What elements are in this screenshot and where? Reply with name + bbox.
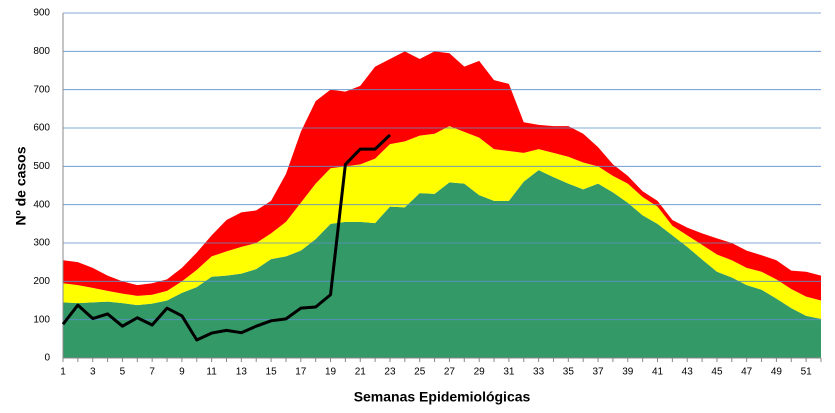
line	[61, 133, 392, 342]
x-tick-label: 15	[266, 367, 278, 378]
x-tick-label: 31	[503, 367, 515, 378]
x-tick-label: 51	[801, 367, 813, 378]
area	[63, 51, 821, 301]
area	[63, 126, 821, 319]
x-tick-label: 45	[711, 367, 723, 378]
y-axis-title: Nº de casos	[13, 146, 29, 225]
x-tick-label: 49	[771, 367, 783, 378]
x-tick-label: 9	[179, 367, 185, 378]
x-tick-label: 1	[60, 367, 66, 378]
x-tick-label: 37	[592, 367, 604, 378]
x-tick-label: 5	[120, 367, 126, 378]
y-tick-label: 200	[33, 276, 50, 287]
x-tick-label: 43	[682, 367, 694, 378]
x-tick-label: 47	[741, 367, 753, 378]
y-tick-label: 900	[33, 8, 50, 19]
y-tick-label: 100	[33, 314, 50, 325]
y-tick-label: 500	[33, 161, 50, 172]
x-tick-label: 33	[533, 367, 545, 378]
y-tick-label: 0	[44, 353, 50, 364]
x-tick-label: 19	[325, 367, 337, 378]
x-tick-label: 27	[444, 367, 456, 378]
x-tick-label: 39	[622, 367, 634, 378]
x-tick-label: 7	[149, 367, 155, 378]
x-tick-label: 23	[384, 367, 396, 378]
y-tick-label: 600	[33, 123, 50, 134]
x-tick-label: 21	[355, 367, 367, 378]
x-tick-label: 25	[414, 367, 426, 378]
x-axis-title: Semanas Epidemiológicas	[354, 389, 531, 405]
y-tick-label: 300	[33, 238, 50, 249]
x-tick-label: 11	[206, 367, 217, 378]
x-tick-label: 35	[563, 367, 575, 378]
y-tick-label: 400	[33, 199, 50, 210]
y-tick-label: 700	[33, 84, 50, 95]
x-tick-label: 41	[652, 367, 664, 378]
x-tick-label: 17	[295, 367, 307, 378]
area	[63, 170, 821, 358]
y-tick-label: 800	[33, 46, 50, 57]
x-tick-label: 3	[90, 367, 96, 378]
x-tick-label: 29	[474, 367, 486, 378]
x-tick-label: 13	[236, 367, 248, 378]
